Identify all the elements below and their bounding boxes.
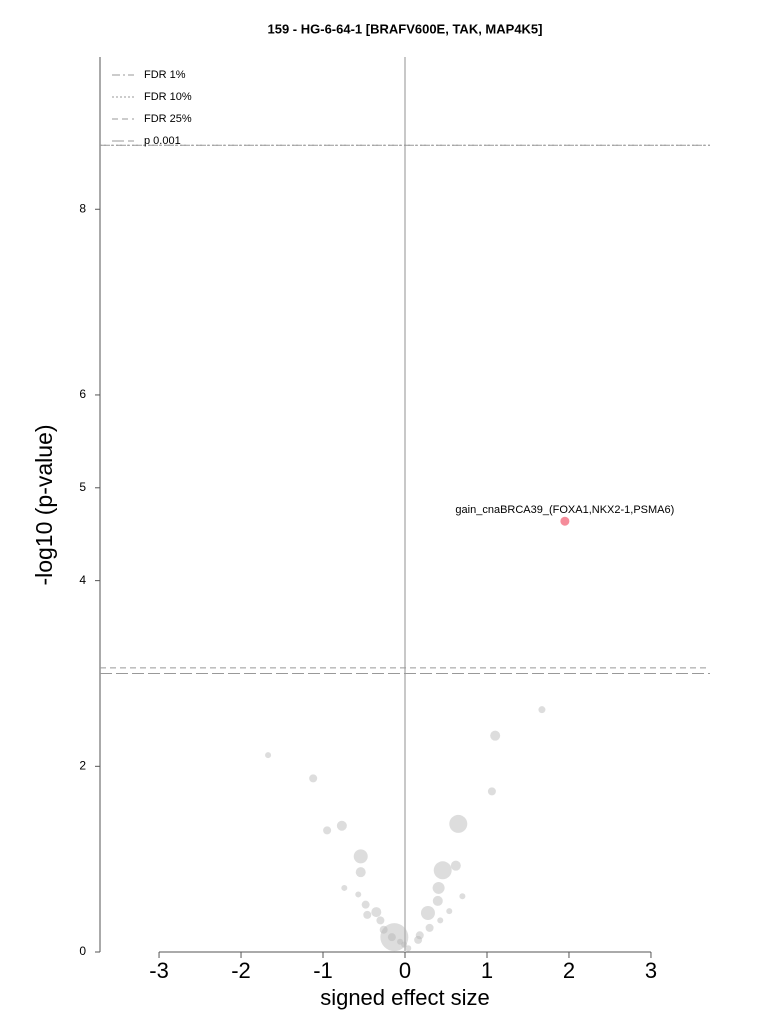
x-tick-label: 0 [399, 958, 411, 983]
legend-label: FDR 25% [144, 113, 192, 125]
point [376, 916, 385, 925]
point [487, 787, 496, 796]
y-tick-label: 5 [79, 480, 86, 494]
point [415, 931, 424, 940]
point [433, 861, 452, 880]
y-tick-label: 2 [79, 758, 86, 772]
y-tick-label: 6 [79, 387, 86, 401]
point-label: gain_cnaBRCA39_(FOXA1,NKX2-1,PSMA6) [455, 504, 674, 516]
x-tick-label: 3 [645, 958, 657, 983]
point [449, 814, 468, 833]
point [490, 730, 501, 741]
point [361, 900, 370, 909]
point [401, 941, 408, 948]
y-tick-label: 8 [79, 201, 86, 215]
point [405, 945, 412, 952]
x-axis-label: signed effect size [320, 985, 490, 1010]
point [538, 706, 546, 714]
point [379, 925, 388, 934]
x-tick-label: -2 [231, 958, 251, 983]
legend-label: FDR 10% [144, 91, 192, 103]
point [420, 906, 435, 921]
y-tick-label: 0 [79, 944, 86, 958]
x-tick-label: -3 [149, 958, 169, 983]
point [363, 910, 372, 919]
point [353, 849, 368, 864]
point [355, 867, 366, 878]
legend-label: p 0.001 [144, 135, 181, 147]
point [414, 935, 423, 944]
point [309, 774, 318, 783]
point [450, 860, 461, 871]
y-axis-label: -log10 (p-value) [31, 424, 57, 585]
x-tick-label: 2 [563, 958, 575, 983]
point [432, 895, 443, 906]
point [341, 884, 348, 891]
point [380, 923, 409, 952]
point [446, 908, 453, 915]
point [560, 516, 570, 526]
x-tick-label: -1 [313, 958, 333, 983]
chart-title: 159 - HG-6-64-1 [BRAFV600E, TAK, MAP4K5] [268, 21, 543, 36]
point [371, 907, 382, 918]
x-tick-label: 1 [481, 958, 493, 983]
point [459, 893, 466, 900]
point [355, 891, 362, 898]
point [387, 933, 396, 942]
point [432, 881, 445, 894]
point [336, 820, 347, 831]
point [437, 917, 444, 924]
y-tick-label: 4 [79, 573, 86, 587]
legend-label: FDR 1% [144, 69, 186, 81]
point [265, 752, 272, 759]
point [323, 826, 332, 835]
point [425, 923, 434, 932]
point [397, 938, 404, 945]
